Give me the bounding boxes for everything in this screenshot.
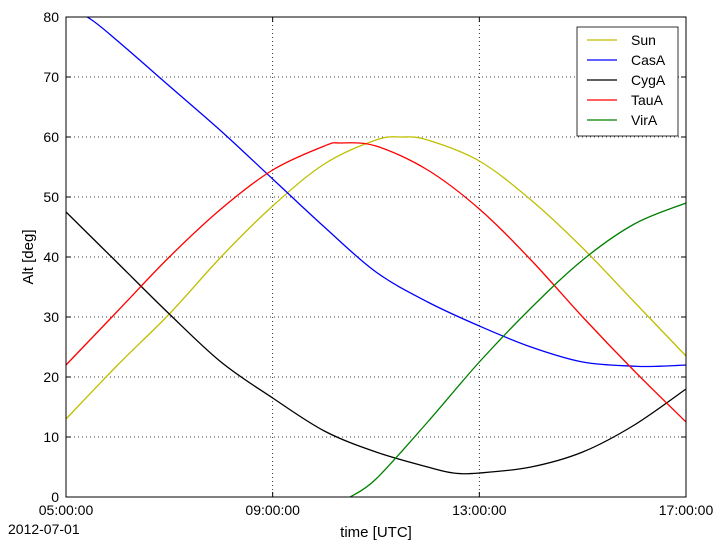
y-tick-label: 40 [43,249,59,265]
legend-label-sun: Sun [631,32,656,48]
y-tick-label: 80 [43,9,59,25]
legend-label-vira: VirA [631,112,658,128]
y-tick-label: 30 [43,309,59,325]
legend-label-cyga: CygA [631,72,666,88]
x-axis-label: time [UTC] [340,524,412,541]
y-tick-label: 20 [43,369,59,385]
series-line-vira [349,202,686,497]
legend: Sun CasA CygA TauA VirA [576,26,679,137]
y-tick-label: 70 [43,69,59,85]
legend-box [576,26,679,137]
y-axis-label: Alt [deg] [20,229,37,284]
axis-ticks: 0 10 20 30 40 50 60 70 80 05:00:00 09:00:00 13:00:0… [39,9,714,518]
y-tick-label: 60 [43,129,59,145]
legend-label-taua: TauA [631,92,664,108]
y-tick-label: 10 [43,429,59,445]
x-tick-label: 17:00:00 [659,502,714,518]
date-label: 2012-07-01 [8,521,80,537]
y-tick-label: 50 [43,189,59,205]
series-line-taua [66,142,686,423]
y-tick-label: 0 [51,489,59,505]
series-lines [66,17,686,497]
legend-label-casa: CasA [631,52,666,68]
x-tick-label: 05:00:00 [39,502,94,518]
series-line-cyga [66,211,686,475]
series-line-sun [66,136,686,420]
x-tick-label: 13:00:00 [452,502,507,518]
x-tick-label: 09:00:00 [245,502,300,518]
series-line-casa [85,17,686,368]
